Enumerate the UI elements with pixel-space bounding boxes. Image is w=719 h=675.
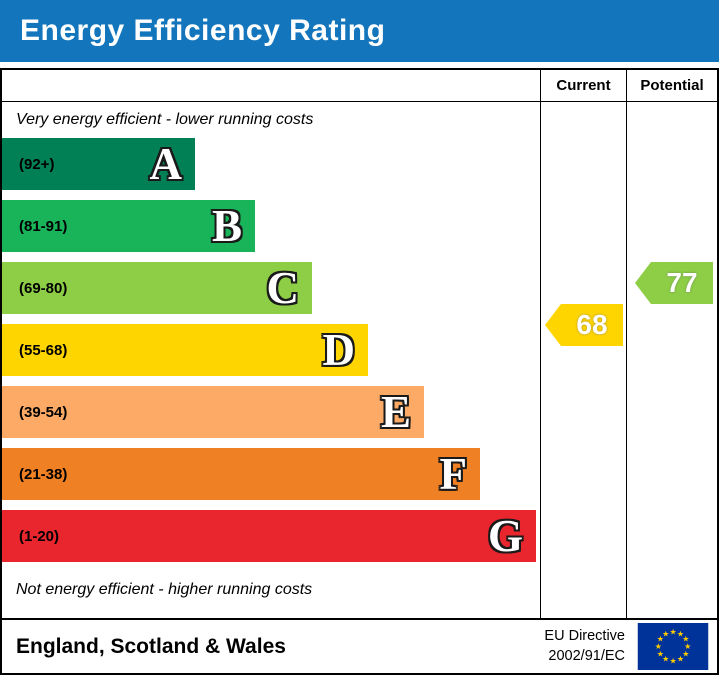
bands-area: Very energy efficient - lower running co… <box>2 102 540 618</box>
eu-directive-line1: EU Directive <box>544 627 625 644</box>
potential-column: 77 <box>626 102 717 618</box>
svg-text:★: ★ <box>657 635 664 644</box>
potential-pointer-arrow <box>635 262 651 304</box>
current-column: 68 <box>540 102 626 618</box>
band-row-f: (21-38) F <box>2 448 540 510</box>
chart-frame: Current Potential Very energy efficient … <box>0 68 719 675</box>
eu-directive-line2: 2002/91/EC <box>548 647 625 664</box>
band-bar-g: (1-20) G <box>2 510 536 562</box>
eu-directive-label: EU Directive 2002/91/EC <box>544 627 625 666</box>
header-spacer <box>2 70 540 102</box>
svg-text:★: ★ <box>669 657 676 666</box>
band-range-label-e: (39-54) <box>19 403 68 421</box>
band-range-label-d: (55-68) <box>19 341 68 359</box>
band-row-d: (55-68) D <box>2 324 540 386</box>
region-label: England, Scotland & Wales <box>16 634 286 658</box>
svg-text:★: ★ <box>684 642 691 651</box>
svg-text:★: ★ <box>677 629 684 638</box>
chart-title: Energy Efficiency Rating <box>20 14 386 47</box>
svg-text:★: ★ <box>657 649 664 658</box>
current-pointer-arrow <box>545 304 561 346</box>
eu-flag-icon: ★ ★ ★ ★ ★ ★ ★ ★ ★ ★ ★ ★ <box>637 623 709 670</box>
band-bar-b: (81-91) B <box>2 200 255 252</box>
band-letter-b: B <box>211 200 242 251</box>
band-bar-d: (55-68) D <box>2 324 368 376</box>
svg-text:★: ★ <box>662 629 669 638</box>
band-row-b: (81-91) B <box>2 200 540 262</box>
svg-text:★: ★ <box>682 635 689 644</box>
potential-rating-value: 77 <box>666 267 698 298</box>
band-range-label-a: (92+) <box>19 155 55 173</box>
band-bar-c: (69-80) C <box>2 262 312 314</box>
bottom-note: Not energy efficient - higher running co… <box>16 581 313 598</box>
band-bar-f: (21-38) F <box>2 448 480 500</box>
current-column-header: Current <box>540 70 626 102</box>
current-pointer: 68 <box>545 304 623 346</box>
band-row-c: (69-80) C <box>2 262 540 324</box>
band-row-g: (1-20) G <box>2 510 540 572</box>
band-letter-d: D <box>322 324 356 375</box>
top-note: Very energy efficient - lower running co… <box>16 111 314 128</box>
svg-text:★: ★ <box>669 627 676 636</box>
band-bar-e: (39-54) E <box>2 386 424 438</box>
chart-footer: England, Scotland & Wales EU Directive 2… <box>2 618 717 673</box>
band-letter-a: A <box>149 138 183 189</box>
svg-text:★: ★ <box>662 655 669 664</box>
band-letter-f: F <box>439 448 468 499</box>
current-pointer-box: 68 <box>561 304 623 346</box>
band-row-a: (92+) A <box>2 138 540 200</box>
band-letter-c: C <box>266 262 300 313</box>
band-row-e: (39-54) E <box>2 386 540 448</box>
svg-text:★: ★ <box>682 649 689 658</box>
svg-text:★: ★ <box>677 655 684 664</box>
band-range-label-f: (21-38) <box>19 465 68 483</box>
potential-pointer-box: 77 <box>651 262 713 304</box>
potential-column-header: Potential <box>626 70 717 102</box>
current-rating-value: 68 <box>576 309 608 340</box>
band-range-label-c: (69-80) <box>19 279 68 297</box>
band-letter-g: G <box>487 510 523 561</box>
eu-flag-graphic: ★ ★ ★ ★ ★ ★ ★ ★ ★ ★ ★ ★ <box>637 623 709 670</box>
potential-pointer: 77 <box>635 262 713 304</box>
band-bar-a: (92+) A <box>2 138 195 190</box>
band-letter-e: E <box>380 386 411 437</box>
band-range-label-g: (1-20) <box>19 527 60 545</box>
svg-text:★: ★ <box>655 642 662 651</box>
band-range-label-b: (81-91) <box>19 217 68 235</box>
chart-title-bar: Energy Efficiency Rating <box>0 0 719 62</box>
